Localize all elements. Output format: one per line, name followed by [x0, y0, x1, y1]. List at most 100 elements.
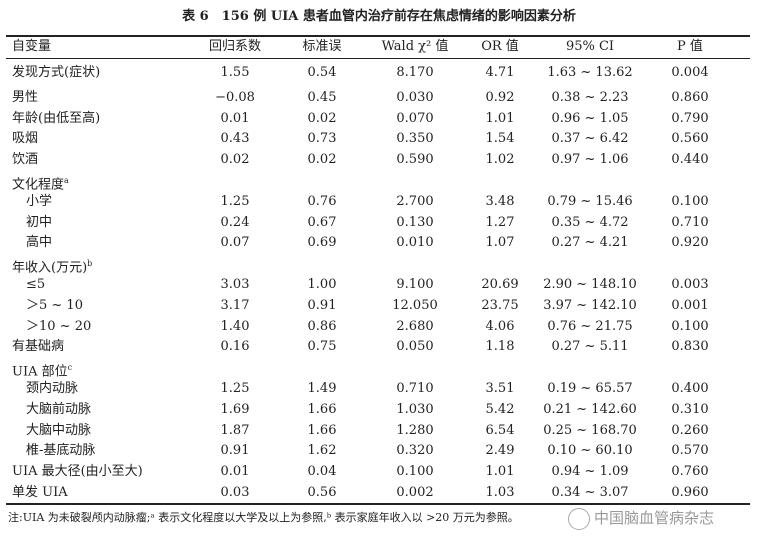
header-cell: 95% CI [565, 39, 615, 54]
header-cell: 标准误 [302, 39, 342, 54]
row-label: 大脑中动脉 [26, 422, 92, 438]
cell: 0.350 [396, 131, 434, 147]
row-label: 高中 [26, 235, 53, 251]
cell: 0.76 ~ 21.75 [547, 318, 633, 334]
cell: 0.003 [671, 277, 709, 292]
table-title: 表 6 156 例 UIA 患者血管内治疗前存在焦虑情绪的影响因素分析 [182, 9, 576, 24]
row-label: 颈内动脉 [26, 381, 79, 396]
row-label: 年龄(由低至高) [12, 110, 101, 126]
cell: 1.49 [307, 381, 337, 396]
cell: 0.04 [307, 464, 337, 480]
cell: 0.100 [671, 193, 709, 209]
cell: 0.34 ~ 3.07 [551, 485, 629, 500]
cell: 1.27 [485, 214, 515, 230]
cell: 1.01 [485, 110, 515, 126]
cell: 0.75 [307, 339, 337, 355]
cell: 0.10 ~ 60.10 [547, 443, 633, 459]
watermark-icon [568, 508, 590, 530]
header-cell: P 值 [677, 39, 703, 54]
cell: 0.02 [220, 152, 250, 168]
row-label: UIA 最大径(由小至大) [12, 464, 143, 480]
cell: 0.19 ~ 65.57 [547, 381, 633, 396]
cell: 0.590 [396, 152, 434, 168]
cell: 1.25 [220, 381, 250, 396]
cell: 0.03 [220, 485, 250, 500]
cell: 0.560 [671, 131, 709, 147]
cell: 0.002 [396, 485, 434, 500]
cell: 0.790 [671, 110, 709, 126]
cell: 0.310 [671, 401, 709, 417]
header-rule [6, 58, 750, 59]
cell: 1.87 [220, 422, 250, 438]
group-label: 年收入(万元)b [12, 259, 93, 276]
cell: 0.21 ~ 142.60 [543, 401, 637, 417]
row-label: 初中 [26, 214, 53, 230]
cell: 0.54 [307, 65, 337, 80]
cell: 0.320 [396, 443, 434, 459]
cell: 1.02 [485, 152, 515, 168]
footnote-mark: b [87, 259, 93, 269]
top-rule [6, 35, 750, 37]
cell: 2.90 ~ 148.10 [543, 277, 637, 292]
cell: 0.050 [396, 339, 434, 355]
row-label: 单发 UIA [12, 485, 68, 500]
cell: 3.51 [485, 381, 515, 396]
cell: 0.01 [220, 110, 250, 126]
watermark: 中国脑血管病杂志 [594, 509, 715, 527]
cell: −0.08 [215, 89, 255, 105]
header-cell: 回归系数 [208, 39, 261, 54]
cell: 0.400 [671, 381, 709, 396]
bottom-rule [6, 503, 750, 505]
cell: 0.710 [671, 214, 709, 230]
cell: 3.97 ~ 142.10 [543, 297, 637, 313]
cell: 0.830 [671, 339, 709, 355]
footnote-mark: c [67, 363, 73, 373]
cell: 3.03 [220, 277, 250, 292]
cell: 1.18 [485, 339, 515, 355]
cell: 4.71 [485, 65, 515, 80]
row-label: ＞5 ~ 10 [26, 297, 83, 313]
cell: 1.07 [485, 235, 515, 251]
cell: 0.01 [220, 464, 250, 480]
cell: 0.91 [220, 443, 250, 459]
cell: 1.63 ~ 13.62 [547, 65, 633, 80]
cell: 5.42 [485, 401, 515, 417]
cell: 0.24 [220, 214, 250, 230]
cell: 0.38 ~ 2.23 [551, 89, 629, 105]
cell: 1.280 [396, 422, 434, 438]
row-label: 饮酒 [12, 152, 39, 168]
cell: 0.440 [671, 152, 709, 168]
cell: 0.97 ~ 1.06 [551, 152, 629, 168]
cell: 1.66 [307, 401, 337, 417]
cell: 1.40 [220, 318, 250, 334]
cell: 0.67 [307, 214, 337, 230]
cell: 0.260 [671, 422, 709, 438]
cell: 6.54 [485, 422, 515, 438]
cell: 0.76 [307, 193, 337, 209]
cell: 1.25 [220, 193, 250, 209]
cell: 0.27 ~ 4.21 [551, 235, 629, 251]
cell: 0.010 [396, 235, 434, 251]
cell: 0.69 [307, 235, 337, 251]
cell: 0.100 [671, 318, 709, 334]
cell: 0.16 [220, 339, 250, 355]
cell: 0.070 [396, 110, 434, 126]
cell: 1.00 [307, 277, 337, 292]
cell: 2.49 [485, 443, 515, 459]
cell: 1.69 [220, 401, 250, 417]
cell: 0.35 ~ 4.72 [551, 214, 629, 230]
cell: 0.79 ~ 15.46 [547, 193, 633, 209]
cell: 0.92 [485, 89, 515, 105]
cell: 0.37 ~ 6.42 [551, 131, 629, 147]
group-label: 文化程度a [12, 176, 69, 193]
cell: 0.86 [307, 318, 337, 334]
cell: 0.25 ~ 168.70 [543, 422, 637, 438]
group-label: UIA 部位c [12, 363, 73, 380]
cell: 8.170 [396, 65, 434, 80]
cell: 1.62 [307, 443, 337, 459]
cell: 23.75 [481, 297, 519, 313]
row-label: ≤5 [26, 277, 46, 292]
cell: 0.570 [671, 443, 709, 459]
cell: 0.004 [671, 65, 709, 80]
row-label: 大脑前动脉 [26, 401, 92, 417]
